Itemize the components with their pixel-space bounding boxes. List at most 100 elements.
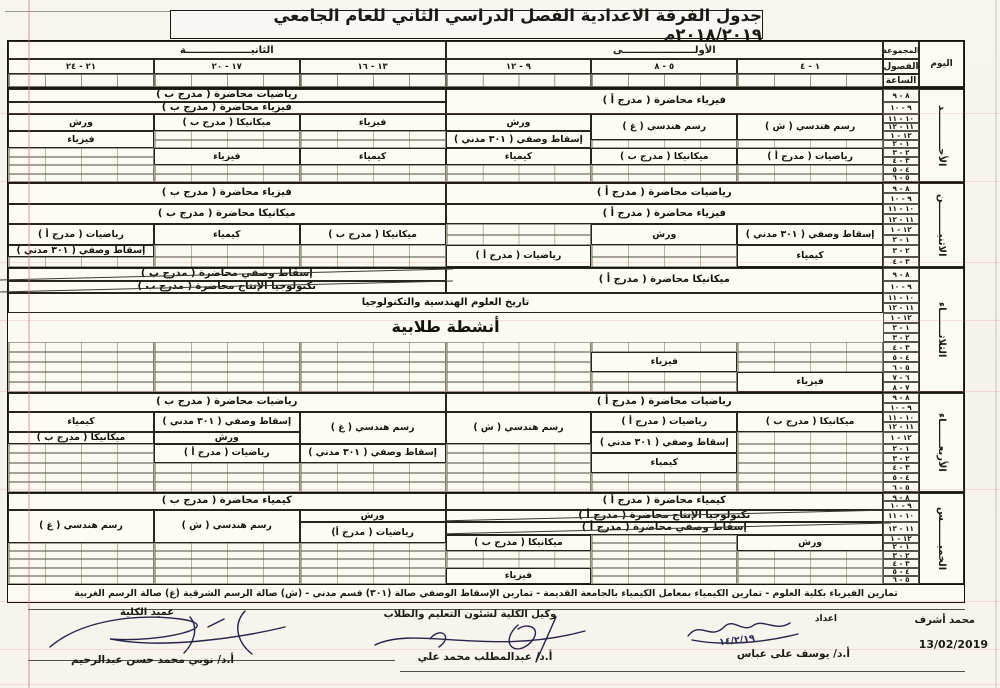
empty-cell bbox=[591, 482, 738, 492]
hour-header: الساعة bbox=[883, 74, 919, 87]
subject-cell: فيزياء bbox=[445, 567, 592, 584]
empty-cell bbox=[8, 567, 154, 576]
subject-cell: إسقاط وصفي محاضرة ( مدرج أ ) bbox=[445, 522, 883, 535]
footnote: تمارين الفيزياء بكلية العلوم - تمارين ال… bbox=[8, 584, 964, 602]
hour-cell: ٥ - ٦ bbox=[883, 482, 919, 492]
hour-cell: ٨ - ٩ bbox=[883, 89, 919, 102]
empty-cell bbox=[153, 382, 300, 392]
subject-cell: رياضيات ( مدرج أ ) bbox=[153, 443, 300, 463]
empty-cell bbox=[737, 352, 883, 363]
subject-cell: إسقاط وصفي ( ٣٠١ مدني ) bbox=[153, 412, 300, 432]
hour-cell: ٤ - ٥ bbox=[883, 567, 919, 576]
subject-cell: فيزياء bbox=[737, 372, 883, 392]
vice-dean-name: أ.د/ عبدالمطلب محمد علي bbox=[417, 651, 553, 663]
empty-cell bbox=[299, 382, 446, 392]
empty-cell bbox=[299, 139, 446, 148]
subject-cell: ورش bbox=[299, 509, 446, 522]
subject-cell: إسقاط وصفي ( ٣٠١ مدني ) bbox=[445, 131, 592, 148]
subject-cell: كيمياء محاضرة ( مدرج أ ) bbox=[445, 493, 883, 510]
empty-cell bbox=[445, 472, 592, 483]
empty-cell bbox=[591, 542, 738, 551]
empty-cell bbox=[591, 139, 738, 148]
hour-cell: ١٢ - ١ bbox=[883, 534, 919, 543]
subject-cell: ميكانيكا محاضرة ( مدرج أ ) bbox=[445, 268, 883, 293]
subject-cell: تكنولوجيا الإنتاج محاضرة ( مدرج ب ) bbox=[8, 280, 446, 293]
hour-cell: ٢ - ٣ bbox=[883, 244, 919, 257]
empty-cell bbox=[153, 567, 300, 576]
empty-cell bbox=[8, 542, 154, 551]
empty-cell bbox=[8, 362, 154, 373]
subject-cell: تاريخ العلوم الهندسية والتكنولوجيا bbox=[8, 293, 883, 313]
empty-cell bbox=[8, 382, 154, 392]
hour-cell: ٩ - ١٠ bbox=[883, 280, 919, 293]
subject-cell: رياضيات محاضرة ( مدرج ب ) bbox=[8, 393, 446, 413]
empty-cell bbox=[591, 382, 738, 392]
table-header: اليوم المجموعة الفصول الساعة الأولــــــ… bbox=[8, 41, 964, 88]
subject-cell: رسم هندسي ( ش ) bbox=[445, 412, 592, 444]
subject-cell: فيزياء bbox=[299, 114, 446, 131]
hour-cell: ١ - ٢ bbox=[883, 542, 919, 551]
day-column-header: اليوم bbox=[919, 41, 964, 87]
subject-cell: فيزياء محاضرة ( مدرج ب ) bbox=[8, 183, 446, 204]
subject-cell: رسم هندسي ( غ ) bbox=[299, 412, 446, 444]
empty-cell bbox=[153, 139, 300, 148]
hour-cell: ٢ - ٣ bbox=[883, 551, 919, 560]
empty-cell bbox=[8, 482, 154, 492]
empty-cell bbox=[737, 173, 883, 182]
hour-cell: ١٠ - ١١ bbox=[883, 412, 919, 423]
empty-cell bbox=[737, 342, 883, 353]
prepared-name: أ.د/ يوسف على عباس bbox=[736, 648, 850, 660]
dean-name: أ.د/ نوبي محمد حسن عبدالرحيم bbox=[70, 654, 235, 666]
second-group-header: الثانيـــــــــــــــــــة bbox=[8, 41, 446, 59]
empty-cell bbox=[8, 173, 154, 182]
subcolumn-ruler bbox=[591, 74, 738, 87]
schedule-table: اليوم المجموعة الفصول الساعة الأولــــــ… bbox=[7, 40, 965, 603]
subject-cell: كيمياء bbox=[153, 224, 300, 245]
page-edge-shadow bbox=[995, 0, 997, 688]
empty-cell bbox=[299, 482, 446, 492]
empty-cell bbox=[153, 472, 300, 483]
subject-cell: رسم هندسي ( غ ) bbox=[591, 114, 738, 140]
class-range: ١ - ٤ bbox=[737, 59, 883, 74]
subject-cell: ورش bbox=[445, 114, 592, 131]
subcolumn-ruler bbox=[299, 74, 446, 87]
hour-cell: ٣ - ٤ bbox=[883, 342, 919, 353]
empty-cell bbox=[8, 256, 154, 267]
empty-cell bbox=[445, 372, 592, 383]
empty-cell bbox=[737, 575, 883, 584]
subject-cell: رياضيات ( مدرج أ ) bbox=[8, 224, 154, 245]
subject-cell: رياضيات محاضرة ( مدرج ب ) bbox=[8, 89, 446, 102]
empty-cell bbox=[299, 362, 446, 373]
hour-cell: ٥ - ٦ bbox=[883, 575, 919, 584]
empty-cell bbox=[153, 559, 300, 568]
subject-cell: فيزياء bbox=[591, 352, 738, 373]
subject-cell: أنشطة طلابية bbox=[391, 317, 500, 337]
hour-cell: ١١ - ١٢ bbox=[883, 522, 919, 535]
empty-cell bbox=[445, 224, 592, 235]
subject-cell: إسقاط وصفي محاضرة ( مدرج ب ) bbox=[8, 268, 446, 281]
prepared-by-label: اعداد bbox=[814, 614, 837, 624]
subject-cell: ميكانيكا ( مدرج ب ) bbox=[445, 534, 592, 551]
empty-cell bbox=[591, 372, 738, 383]
printed-date: 13/02/2019 bbox=[918, 638, 988, 651]
empty-cell bbox=[591, 575, 738, 584]
subject-cell: فيزياء محاضرة ( مدرج أ ) bbox=[445, 89, 883, 114]
empty-cell bbox=[299, 462, 446, 473]
empty-cell bbox=[737, 431, 883, 444]
hour-cell: ١١ - ١٢ bbox=[883, 122, 919, 131]
empty-cell bbox=[299, 472, 446, 483]
empty-cell bbox=[153, 342, 300, 353]
empty-cell bbox=[8, 156, 154, 165]
empty-cell bbox=[8, 148, 154, 157]
empty-cell bbox=[8, 559, 154, 568]
signatures-footer: محمد أشرف 13/02/2019 اعداد ١٤/٢/١٩ أ.د/ … bbox=[0, 603, 1000, 688]
empty-cell bbox=[445, 173, 592, 182]
empty-cell bbox=[8, 443, 154, 454]
hour-cell: ٧ - ٨ bbox=[883, 382, 919, 392]
empty-cell bbox=[8, 575, 154, 584]
empty-cell bbox=[591, 559, 738, 568]
hour-cell: ١٢ - ١ bbox=[883, 312, 919, 323]
empty-cell bbox=[737, 462, 883, 473]
